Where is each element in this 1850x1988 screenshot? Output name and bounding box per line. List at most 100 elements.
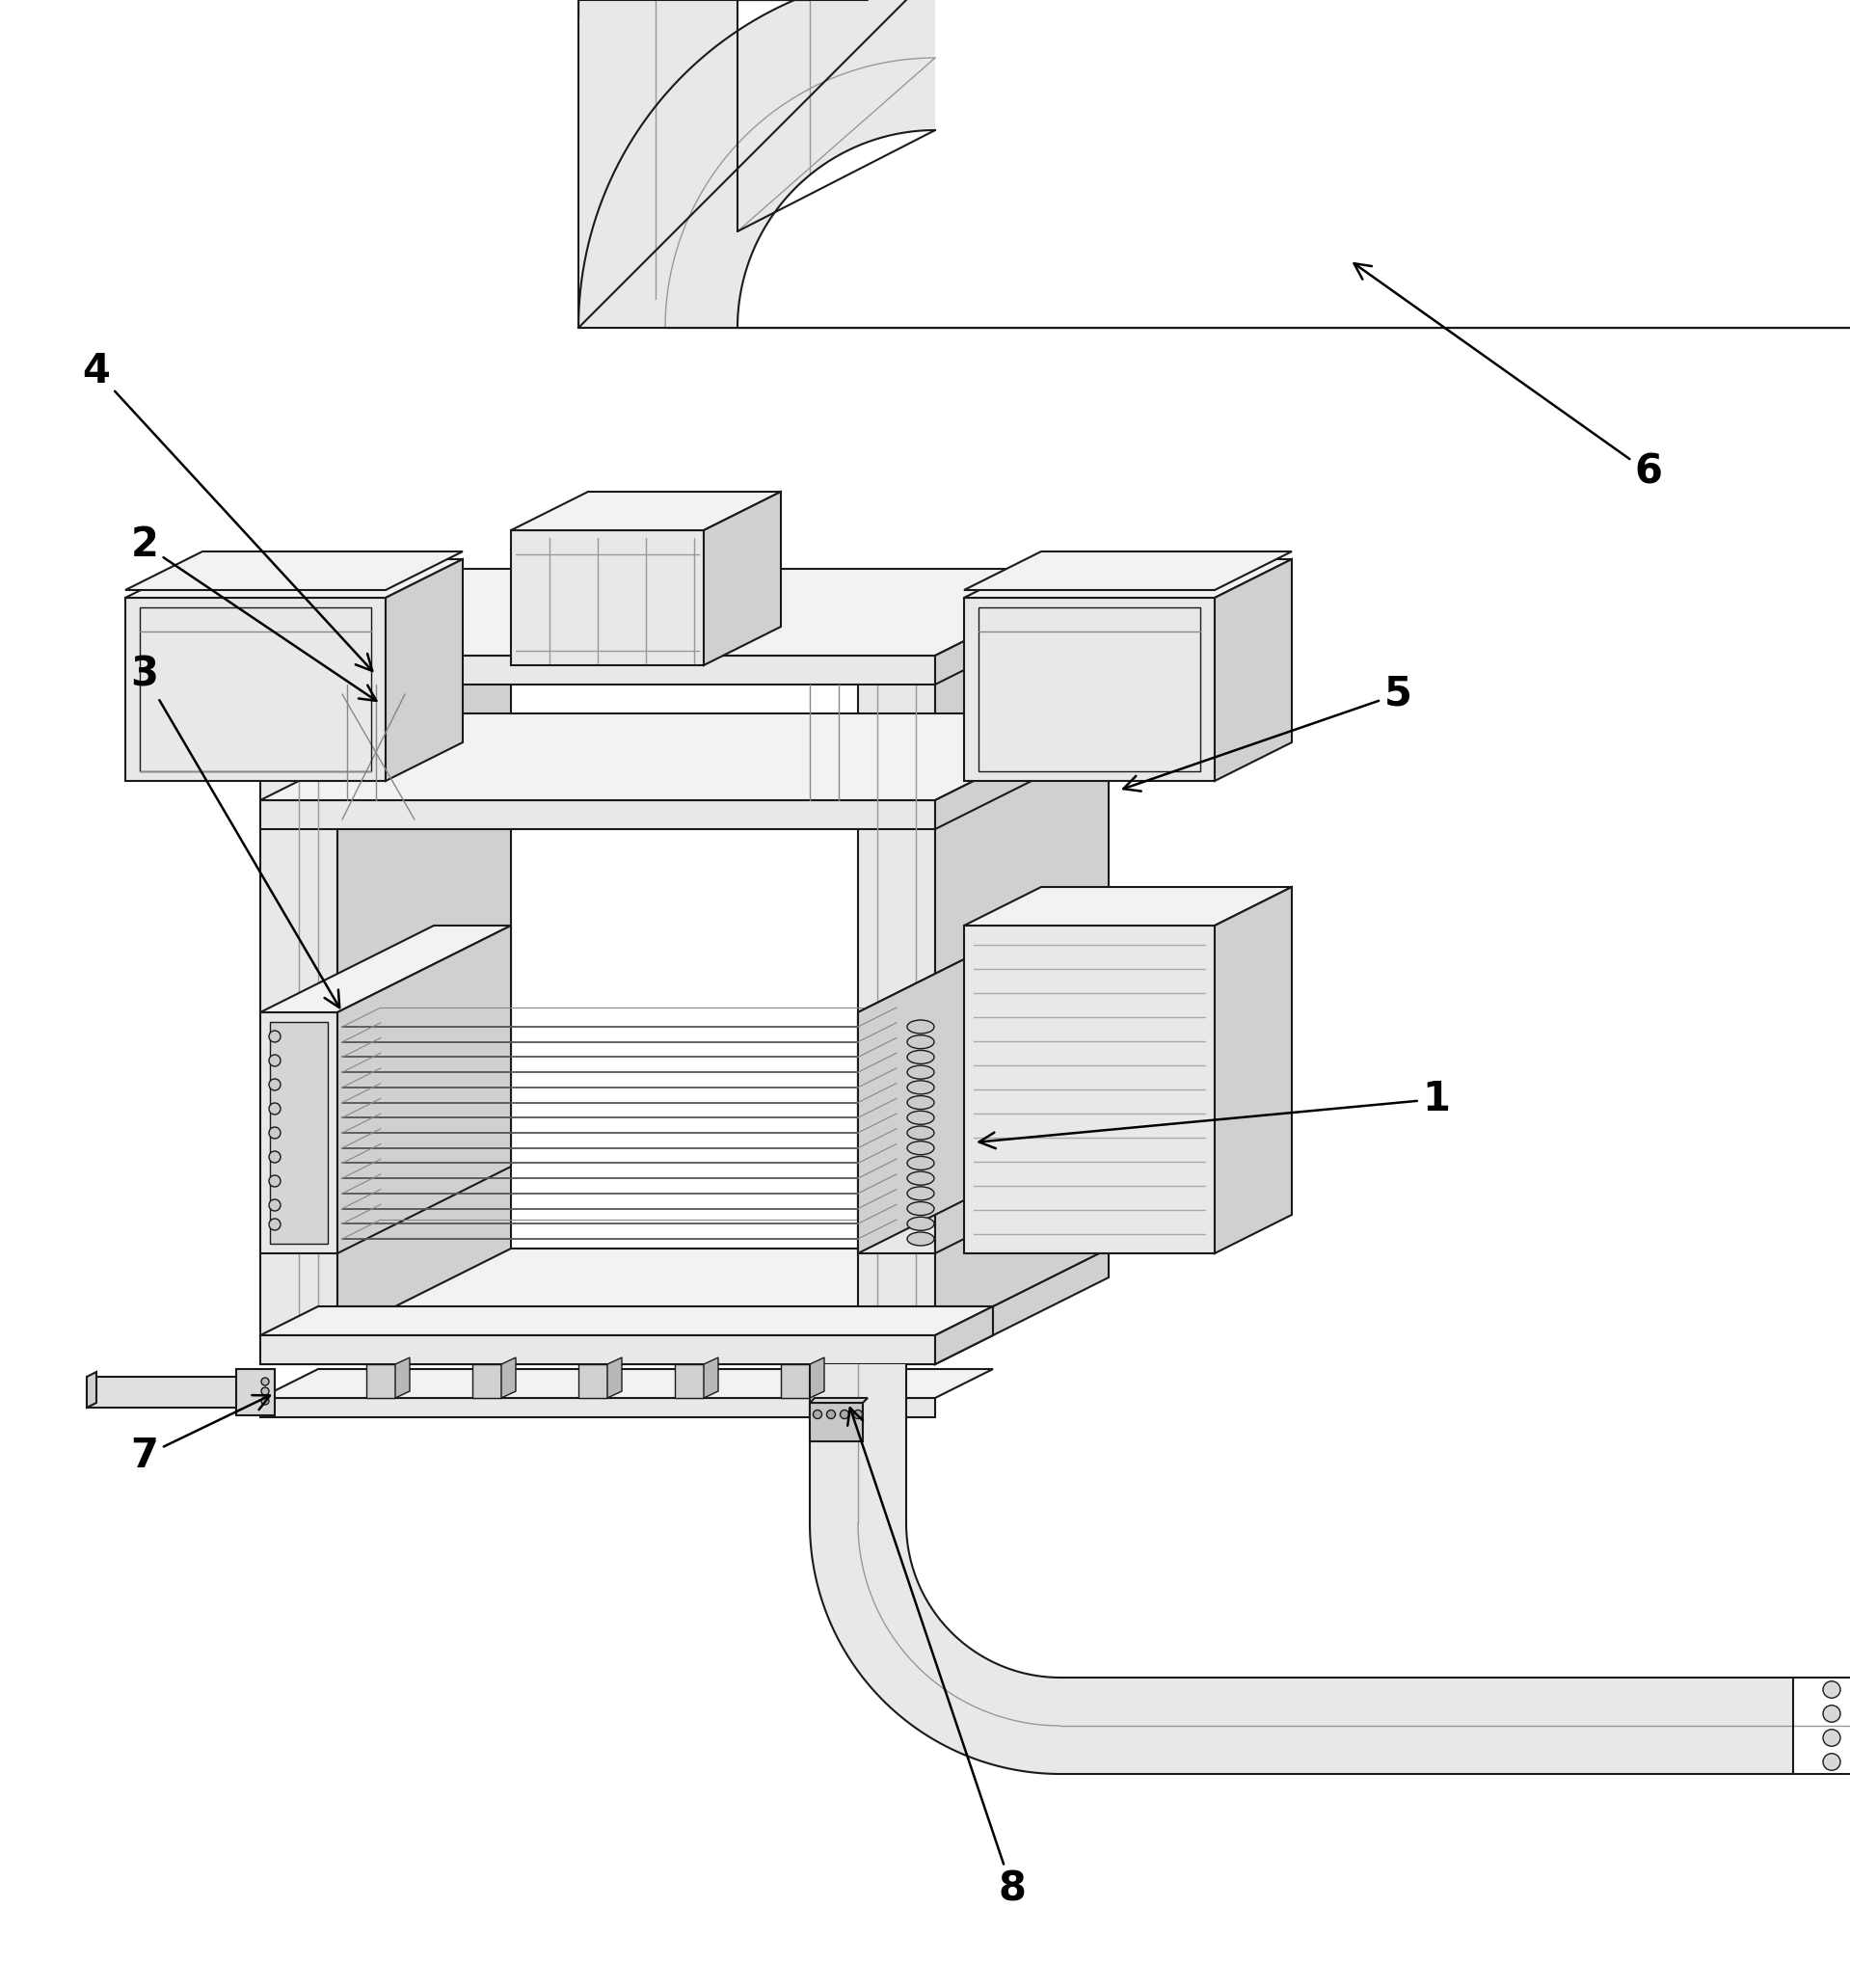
Polygon shape <box>810 1523 1060 1773</box>
Polygon shape <box>858 579 1108 666</box>
Ellipse shape <box>268 1030 281 1042</box>
Polygon shape <box>261 1370 993 1398</box>
Polygon shape <box>261 714 1108 801</box>
Polygon shape <box>858 1012 934 1252</box>
Ellipse shape <box>1822 1682 1841 1698</box>
Ellipse shape <box>1822 1706 1841 1722</box>
Ellipse shape <box>853 1409 862 1419</box>
Polygon shape <box>1060 1678 1793 1773</box>
Polygon shape <box>675 1364 703 1398</box>
Ellipse shape <box>268 1103 281 1115</box>
Polygon shape <box>276 1340 921 1360</box>
Polygon shape <box>261 1012 337 1252</box>
Polygon shape <box>964 551 1291 590</box>
Ellipse shape <box>906 1187 934 1201</box>
Ellipse shape <box>906 1095 934 1109</box>
Polygon shape <box>858 926 1032 1252</box>
Ellipse shape <box>906 1171 934 1185</box>
Text: 7: 7 <box>131 1396 270 1475</box>
Ellipse shape <box>268 1219 281 1231</box>
Polygon shape <box>934 1306 993 1364</box>
Polygon shape <box>261 666 337 1336</box>
Polygon shape <box>511 491 781 531</box>
Text: 5: 5 <box>1123 674 1412 791</box>
Polygon shape <box>858 666 934 1336</box>
Polygon shape <box>579 1364 607 1398</box>
Polygon shape <box>964 887 1291 926</box>
Ellipse shape <box>906 1233 934 1246</box>
Ellipse shape <box>268 1199 281 1211</box>
Polygon shape <box>87 1378 261 1408</box>
Text: 4: 4 <box>83 352 372 670</box>
Ellipse shape <box>814 1409 821 1419</box>
Polygon shape <box>237 1370 276 1415</box>
Polygon shape <box>810 1358 825 1398</box>
Ellipse shape <box>906 1203 934 1215</box>
Polygon shape <box>261 801 934 829</box>
Polygon shape <box>1215 887 1291 1252</box>
Ellipse shape <box>268 1056 281 1066</box>
Polygon shape <box>501 1358 516 1398</box>
Text: 1: 1 <box>979 1079 1450 1149</box>
Polygon shape <box>385 559 462 781</box>
Ellipse shape <box>827 1409 836 1419</box>
Polygon shape <box>337 579 511 1336</box>
Polygon shape <box>126 551 462 590</box>
Ellipse shape <box>906 1125 934 1139</box>
Ellipse shape <box>906 1050 934 1064</box>
Text: 6: 6 <box>1354 264 1663 493</box>
Text: 3: 3 <box>131 654 340 1008</box>
Polygon shape <box>261 656 934 684</box>
Polygon shape <box>703 491 781 666</box>
Polygon shape <box>579 0 934 328</box>
Polygon shape <box>934 926 1108 1252</box>
Ellipse shape <box>268 1079 281 1089</box>
Polygon shape <box>781 1364 810 1398</box>
Ellipse shape <box>268 1127 281 1139</box>
Polygon shape <box>261 569 1108 656</box>
Ellipse shape <box>840 1409 849 1419</box>
Polygon shape <box>934 579 1108 1336</box>
Ellipse shape <box>906 1157 934 1169</box>
Polygon shape <box>964 559 1291 598</box>
Ellipse shape <box>906 1217 934 1231</box>
Polygon shape <box>703 1358 718 1398</box>
Polygon shape <box>934 569 1108 684</box>
Polygon shape <box>261 1336 934 1364</box>
Polygon shape <box>810 1404 862 1441</box>
Polygon shape <box>511 531 703 666</box>
Polygon shape <box>964 598 1215 781</box>
Polygon shape <box>1215 559 1291 781</box>
Ellipse shape <box>261 1398 268 1406</box>
Polygon shape <box>87 1372 96 1408</box>
Polygon shape <box>472 1364 501 1398</box>
Ellipse shape <box>1822 1730 1841 1745</box>
Polygon shape <box>607 1358 622 1398</box>
Ellipse shape <box>906 1141 934 1155</box>
Text: 2: 2 <box>131 525 376 702</box>
Polygon shape <box>579 0 738 328</box>
Polygon shape <box>934 714 1108 829</box>
Ellipse shape <box>1822 1753 1841 1771</box>
Polygon shape <box>126 559 462 598</box>
Ellipse shape <box>268 1151 281 1163</box>
Polygon shape <box>337 926 511 1252</box>
Polygon shape <box>934 1248 1108 1364</box>
Polygon shape <box>261 1398 934 1417</box>
Polygon shape <box>396 1358 409 1398</box>
Polygon shape <box>858 926 1108 1012</box>
Ellipse shape <box>906 1020 934 1034</box>
Polygon shape <box>261 1306 993 1336</box>
Ellipse shape <box>906 1066 934 1079</box>
Ellipse shape <box>906 1111 934 1125</box>
Polygon shape <box>366 1364 396 1398</box>
Polygon shape <box>261 579 511 666</box>
Ellipse shape <box>261 1388 268 1396</box>
Polygon shape <box>810 1398 868 1404</box>
Polygon shape <box>810 1364 906 1523</box>
Ellipse shape <box>268 1175 281 1187</box>
Ellipse shape <box>906 1036 934 1050</box>
Polygon shape <box>126 598 385 781</box>
Polygon shape <box>261 1336 934 1364</box>
Ellipse shape <box>906 1081 934 1093</box>
